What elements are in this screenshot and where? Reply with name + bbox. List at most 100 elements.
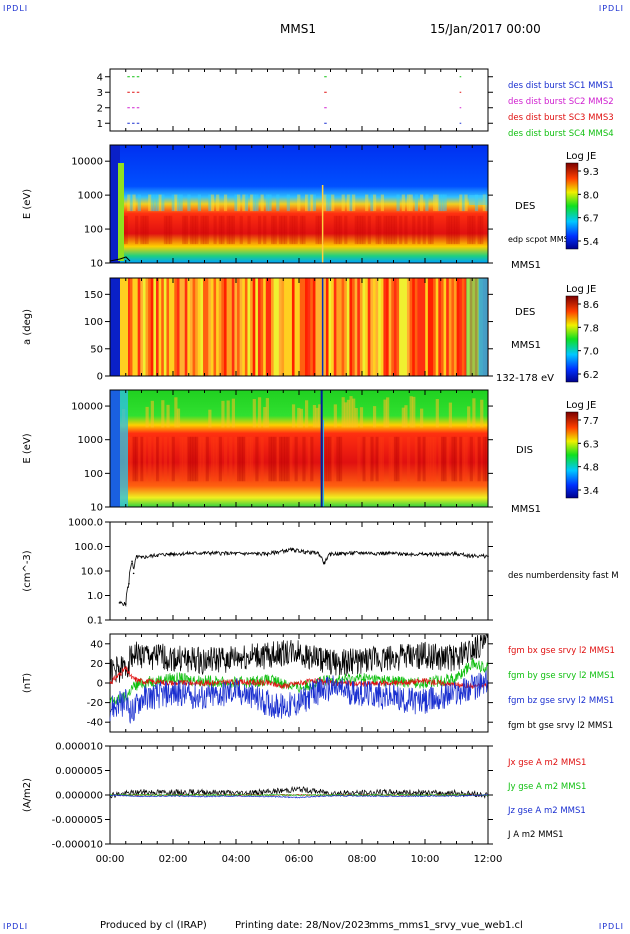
dis-energy-spectrogram-streak [226,400,230,428]
des-energy-spectrogram-streak [359,215,364,245]
density-point [291,548,294,551]
dis-energy-spectrogram-streak [323,436,327,482]
des-pitch-spectrogram-streak [210,278,215,376]
fgm-series-line [109,670,488,724]
dis-energy-spectrogram-streak [383,399,387,428]
des-energy-spectrogram-streak [346,194,351,212]
des-energy-spectrogram-streak [289,215,293,245]
dis-energy-spectrogram-streak [448,402,452,428]
des-energy-spectrogram-streak [378,215,382,245]
des-energy-spectrogram-streak [158,194,162,212]
des-energy-spectrogram-streak [291,215,296,245]
current-ytick-label: 0.000010 [55,742,103,753]
des-energy-spectrogram-streak [480,215,484,245]
dis-energy-spectrogram-streak [370,436,374,482]
des-energy-spectrogram-streak [333,215,337,245]
des-pitch-ylabel: a (deg) [22,309,33,345]
dis-energy-spectrogram-streak [239,436,243,482]
des-energy-spectrogram-streak [318,215,322,245]
des-pitch-spectrogram-streak [187,278,191,376]
des-energy-spectrogram-streak [231,215,235,245]
des-energy-spectrogram-streak [388,215,392,245]
des-energy-spectrogram-streak [391,215,395,245]
density-ytick-label: 10.0 [81,567,103,578]
dis-energy-spectrogram-streak [315,407,319,428]
dis-energy-spectrogram-streak [480,399,484,428]
des-pitch-spectrogram-streak [427,278,432,376]
des-energy-spectrogram-streak [205,215,209,245]
des-pitch-spectrogram-streak [318,278,322,376]
des-energy-spectrogram-streak [271,215,275,245]
des-energy-spectrogram-streak [132,194,136,212]
des-pitch-spectrogram-streak [446,278,450,376]
des-energy-spectrogram-streak [354,215,358,245]
dis-energy-spectrogram-streak [477,436,481,482]
des-pitch-spectrogram-streak [440,278,445,376]
des-pitch-spectrogram-streak [268,278,272,376]
dis-energy-spectrogram-streak [396,436,400,482]
dis-energy-spectrogram-streak [182,436,186,482]
des-energy-spectrogram-streak [169,215,173,245]
dis-energy-spectrogram-streak [435,399,439,428]
dis-energy-spectrogram-streak [208,409,212,428]
corner-label-bottom-left: IPDLI [3,922,29,931]
density-ytick-label: 1000.0 [68,518,103,529]
burst-legend-item: des dist burst SC2 MMS2 [508,97,614,107]
current-ylabel: (A/m2) [22,778,33,812]
des-pitch-colorbar-label: 7.0 [583,347,599,358]
dis-energy-spectrogram-streak [213,436,217,482]
dis-energy-spectrogram-streak [333,404,337,428]
des-pitch-ytick-label: 0 [97,372,103,383]
dis-energy-spectrogram-streak [380,436,385,482]
dis-energy-spectrogram-streak [210,436,215,482]
dis-energy-spectrogram-streak [386,397,390,428]
des-pitch-spectrogram-streak [169,278,173,376]
dis-energy-spectrogram-streak [354,408,358,428]
des-energy-spectrogram-streak [409,194,413,212]
des-energy-spectrogram-streak [312,194,317,212]
density-point [304,551,307,553]
des-pitch-spectrogram-streak [393,278,398,376]
des-pitch-spectrogram-streak [273,278,277,376]
des-energy-spectrogram-streak [404,215,408,245]
density-point [135,555,138,558]
dis-energy-spectrogram-streak [336,436,340,482]
fgm-legend-item: fgm by gse srvy l2 MMS1 [508,671,615,681]
des-energy-spectrogram-streak [237,194,241,212]
des-pitch-spectrogram-streak [391,278,395,376]
dis-energy-spectrogram-streak [443,436,447,482]
des-energy-spectrogram-streak [210,194,215,212]
des-pitch-spectrogram-streak [205,278,209,376]
des-pitch-spectrogram-streak [312,278,317,376]
des-energy-spectrogram-streak [315,215,319,245]
des-energy-spectrogram-streak [362,215,366,245]
dis-energy-spectrogram-streak [349,396,353,428]
dis-energy-early-patch [120,390,128,507]
dis-energy-ytick-label: 10 [90,503,103,514]
des-energy-ytick-label: 10000 [71,157,103,168]
des-pitch-end-blue [478,278,488,376]
corner-label-top-right: IPDLI [598,4,624,13]
des-energy-spectrogram-streak [467,215,471,245]
dis-energy-spectrogram-streak [312,404,317,428]
fgm-ytick-label: 20 [90,659,103,670]
des-energy-spectrogram-streak [234,194,238,212]
des-energy-spectrogram-streak [189,215,194,245]
des-energy-spectrogram-streak [352,194,356,212]
des-energy-colorbar-label: 8.0 [583,190,599,201]
des-energy-colorbar-label: 6.7 [583,214,599,225]
burst-frame [109,68,489,132]
des-energy-colorbar-label: 9.3 [583,167,599,178]
des-energy-spectrogram-streak [325,194,330,212]
des-pitch-spectrogram-streak [150,278,154,376]
des-energy-spectrogram-streak [174,194,178,212]
dis-energy-spectrogram-streak [242,436,246,482]
des-energy-spectrogram-streak [401,194,405,212]
dis-energy-colorbar-label: 7.7 [583,416,599,427]
des-pitch-spectrogram-streak [213,278,217,376]
des-energy-spectrogram-streak [273,215,277,245]
des-energy-spectrogram-streak [310,194,314,212]
des-energy-spectrogram-streak [223,194,228,212]
density-point [132,572,135,575]
dis-energy-spectrogram-streak [289,436,293,482]
